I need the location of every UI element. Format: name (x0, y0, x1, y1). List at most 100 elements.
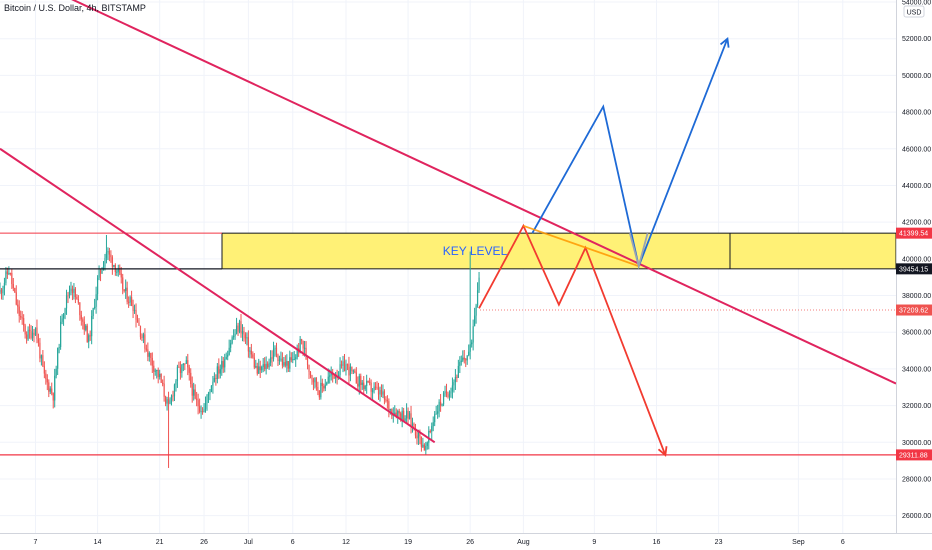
y-tick-label: 44000.00 (902, 183, 931, 190)
candle-body (369, 381, 371, 383)
candle-body (272, 348, 275, 359)
candle-body (292, 359, 294, 361)
time-axis[interactable]: 7 14 21 26 Jul 6 12 19 26 Aug 9 16 23 Sep 6 (34, 539, 845, 546)
candle-body (410, 413, 412, 426)
y-tick-label: 42000.00 (902, 220, 931, 227)
candle-body (206, 395, 208, 404)
candle-body (182, 363, 184, 365)
candle-body (119, 269, 121, 274)
candle-body (323, 386, 325, 389)
candle-body (268, 362, 270, 368)
candle-body (355, 372, 357, 384)
candle-body (330, 372, 332, 376)
candle-body (79, 302, 81, 316)
candle-body (259, 366, 261, 371)
candle-body (293, 359, 295, 361)
candle-body (148, 352, 150, 357)
candle-body (219, 369, 221, 374)
candle-body (76, 296, 78, 300)
candle-body (301, 339, 303, 341)
candle-body (373, 386, 375, 391)
candle-body (416, 435, 418, 439)
candle-body (55, 368, 57, 376)
candle-body (178, 366, 180, 368)
candle-body (244, 334, 247, 339)
candle-body (200, 411, 202, 413)
candle-body (360, 375, 362, 385)
projection-down-arrowhead (657, 446, 668, 457)
candle-body (71, 288, 74, 293)
candle-body (14, 288, 16, 293)
candle-body (324, 384, 326, 389)
candle-body (167, 399, 170, 404)
candle-body (120, 273, 122, 278)
candle-body (181, 364, 183, 373)
candle-body (48, 382, 50, 392)
candle-body (230, 343, 232, 348)
candle-body (305, 347, 307, 360)
candle-body (190, 372, 192, 385)
candle-body (394, 412, 396, 415)
key-level-label: KEY LEVEL (443, 244, 508, 258)
candle-body (339, 364, 341, 375)
candle-body (302, 340, 304, 349)
candle-body (315, 377, 318, 387)
x-tick-label: Aug (517, 539, 530, 546)
candle-body (194, 389, 196, 399)
candle-body (264, 364, 266, 370)
x-tick-label: 23 (715, 539, 723, 546)
candle-body (241, 331, 244, 334)
candle-body (163, 383, 165, 397)
chart-title: Bitcoin / U.S. Dollar, 4h, BITSTAMP (4, 3, 146, 13)
candle-body (249, 350, 251, 352)
candle-body (240, 321, 242, 334)
candle-body (62, 314, 65, 319)
candle-body (99, 270, 102, 274)
candle-body (176, 366, 179, 381)
candle-body (213, 377, 215, 382)
candle-body (108, 251, 111, 255)
projection-up-arrowhead (719, 36, 730, 48)
candle-body (306, 359, 309, 365)
x-tick-label: 6 (291, 539, 295, 546)
candle-body (125, 287, 127, 292)
candle-body (379, 390, 381, 395)
candle-body (8, 272, 10, 275)
candle-body (345, 364, 347, 372)
candle-body (283, 362, 285, 366)
candle-body (281, 358, 284, 366)
candle-body (380, 390, 383, 395)
candle-body (210, 385, 213, 393)
x-tick-label: 9 (592, 539, 596, 546)
x-tick-label: 26 (466, 539, 474, 546)
candle-body (466, 355, 468, 361)
candle-body (329, 375, 331, 377)
candle-body (136, 319, 139, 323)
candle-body (222, 361, 224, 368)
candle-body (98, 270, 100, 278)
candle-body (370, 382, 372, 392)
candle-body (456, 377, 458, 379)
candle-body (253, 357, 255, 368)
candle-body (414, 428, 417, 436)
price-box-label: 41399.54 (899, 231, 928, 238)
candle-body (326, 382, 328, 385)
projection-up (531, 38, 729, 270)
candle-body (271, 357, 273, 359)
lower-trendline (0, 147, 436, 444)
currency-badge[interactable] (903, 5, 925, 18)
candle-body (88, 335, 90, 343)
candle-body (156, 369, 158, 371)
candle-body (447, 394, 449, 398)
candle-body (321, 382, 323, 387)
candle-body (24, 325, 26, 335)
candle-body (303, 347, 306, 349)
candle-body (86, 325, 88, 343)
candle-body (54, 375, 56, 401)
candle-body (269, 357, 272, 363)
price-axis[interactable]: 26000.00 28000.00 30000.00 32000.00 34000.00… (902, 0, 931, 520)
candle-body (432, 422, 434, 427)
candle-body (317, 386, 319, 391)
